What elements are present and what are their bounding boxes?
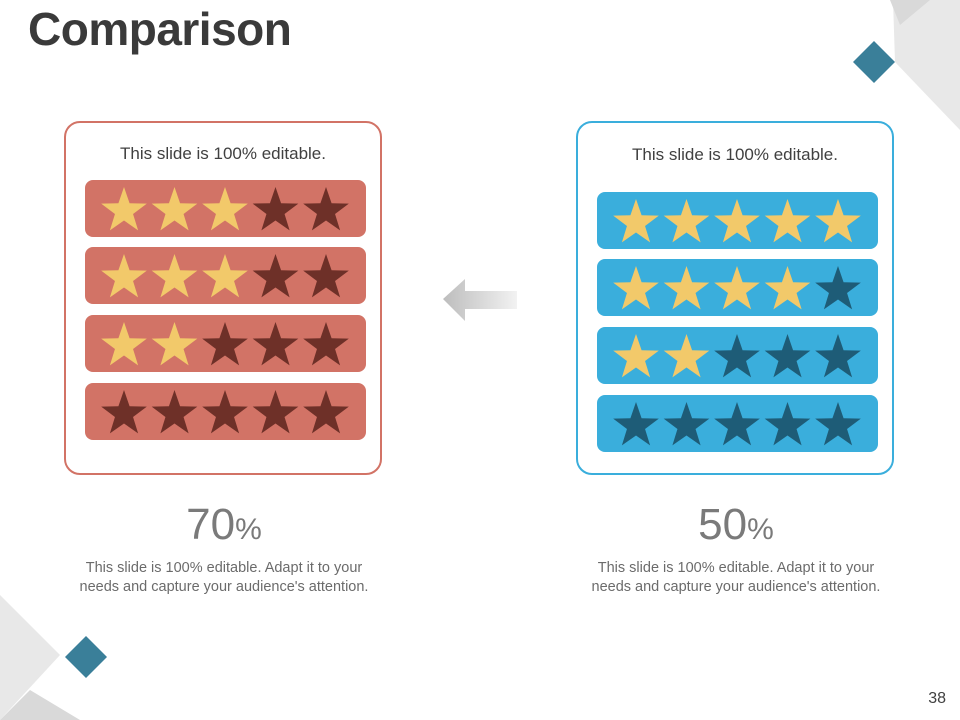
star-icon	[764, 198, 811, 242]
star-icon	[815, 333, 861, 377]
star-icon	[101, 253, 147, 297]
star-icon	[101, 321, 147, 365]
left-percent-symbol: %	[235, 513, 262, 546]
right-description: This slide is 100% editable. Adapt it to…	[556, 559, 916, 597]
star-rating	[101, 321, 349, 365]
left-percent: 70%	[124, 500, 324, 550]
right-percent-symbol: %	[747, 513, 774, 546]
star-icon	[303, 186, 349, 230]
bottom-left-grey-triangle-large	[0, 595, 60, 720]
star-icon	[613, 333, 659, 377]
arrow-left-icon	[443, 279, 517, 321]
star-icon	[815, 401, 861, 445]
star-icon	[714, 401, 760, 445]
star-icon	[663, 401, 710, 445]
star-icon	[252, 389, 299, 433]
star-icon	[815, 265, 861, 309]
right-rating-row	[597, 395, 878, 452]
star-icon	[151, 321, 198, 365]
right-percent-value: 50	[698, 500, 748, 549]
left-rating-row	[85, 315, 366, 372]
star-icon	[714, 333, 760, 377]
star-icon	[663, 265, 710, 309]
right-card-label: This slide is 100% editable.	[631, 145, 838, 164]
left-rating-card: This slide is 100% editable.	[64, 121, 382, 475]
left-description: This slide is 100% editable. Adapt it to…	[44, 559, 404, 597]
star-rating	[101, 186, 349, 230]
star-rating	[613, 265, 861, 309]
left-card-label: This slide is 100% editable.	[119, 144, 326, 163]
star-icon	[252, 253, 299, 297]
star-rating	[613, 198, 861, 242]
star-icon	[151, 389, 198, 433]
star-icon	[764, 265, 811, 309]
star-rating	[613, 333, 861, 377]
right-percent: 50%	[636, 500, 836, 550]
star-icon	[101, 186, 147, 230]
slide-title: Comparison	[28, 3, 292, 55]
star-rating	[101, 253, 349, 297]
left-description-line1: This slide is 100% editable. Adapt it to…	[85, 560, 363, 576]
star-icon	[202, 253, 248, 297]
star-rating	[101, 389, 349, 433]
left-rating-row	[85, 383, 366, 440]
star-icon	[303, 389, 349, 433]
left-percent-value: 70	[186, 500, 236, 549]
top-right-grey-triangle-small	[890, 0, 930, 25]
diamond-icon	[65, 636, 107, 678]
right-rating-row	[597, 259, 878, 316]
star-icon	[764, 333, 811, 377]
star-icon	[815, 198, 861, 242]
right-rating-row	[597, 192, 878, 249]
right-rating-row	[597, 327, 878, 384]
top-right-grey-triangle-large	[893, 0, 960, 130]
star-icon	[764, 401, 811, 445]
star-icon	[151, 253, 198, 297]
diamond-icon	[853, 41, 895, 83]
star-icon	[252, 321, 299, 365]
right-description-line1: This slide is 100% editable. Adapt it to…	[597, 560, 875, 576]
star-icon	[613, 198, 659, 242]
star-icon	[663, 333, 710, 377]
star-icon	[202, 389, 248, 433]
star-icon	[613, 265, 659, 309]
star-icon	[303, 321, 349, 365]
star-icon	[714, 265, 760, 309]
star-icon	[613, 401, 659, 445]
star-icon	[202, 186, 248, 230]
star-icon	[151, 186, 198, 230]
star-icon	[714, 198, 760, 242]
star-icon	[303, 253, 349, 297]
left-rating-row	[85, 180, 366, 237]
right-rating-card: This slide is 100% editable.	[576, 121, 894, 475]
star-icon	[252, 186, 299, 230]
page-number: 38	[928, 690, 946, 707]
bottom-left-grey-triangle-small	[0, 690, 80, 720]
left-rating-row	[85, 247, 366, 304]
star-icon	[663, 198, 710, 242]
right-description-line2: needs and capture your audience's attent…	[591, 579, 881, 595]
star-icon	[101, 389, 147, 433]
star-rating	[613, 401, 861, 445]
left-description-line2: needs and capture your audience's attent…	[79, 579, 369, 595]
star-icon	[202, 321, 248, 365]
